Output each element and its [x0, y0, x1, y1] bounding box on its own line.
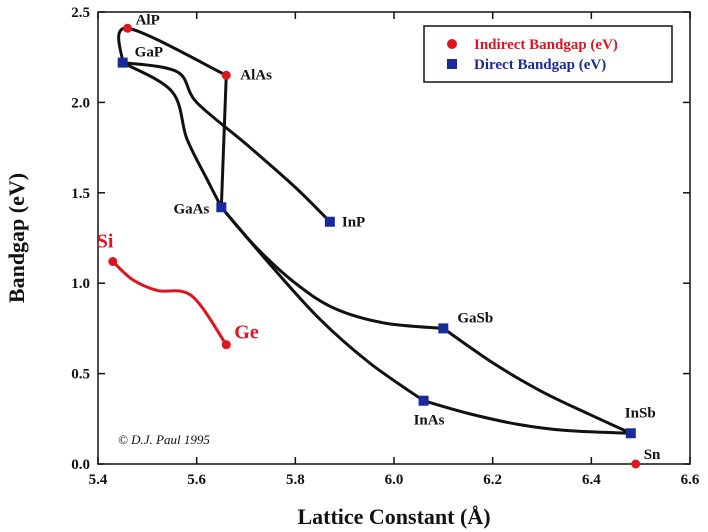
label-ge: Ge [234, 322, 259, 344]
trend-curve-3 [121, 61, 223, 209]
label-sn: Sn [644, 447, 661, 463]
label-inp: InP [342, 215, 365, 231]
point-ge [221, 340, 231, 350]
data-points [108, 23, 641, 469]
x-tick-label: 5.8 [286, 472, 305, 488]
y-tick-label: 1.5 [71, 186, 90, 202]
point-alas [221, 70, 231, 80]
x-tick-label: 6.4 [582, 472, 601, 488]
x-axis-title: Lattice Constant (Å) [297, 504, 490, 529]
legend-direct-label: Direct Bandgap (eV) [474, 57, 606, 73]
point-inp [324, 216, 335, 227]
label-gasb: GaSb [457, 310, 493, 326]
point-alp [123, 23, 133, 33]
point-si [108, 257, 118, 267]
x-tick-label: 5.6 [187, 472, 206, 488]
legend-indirect-label: Indirect Bandgap (eV) [474, 37, 618, 53]
label-alp: AlP [136, 12, 160, 28]
label-gaas: GaAs [173, 201, 209, 217]
point-inas [418, 395, 429, 406]
y-tick-label: 0.0 [71, 457, 90, 473]
legend-direct-marker [447, 59, 457, 69]
label-insb: InSb [625, 405, 656, 421]
credit-text: © D.J. Paul 1995 [118, 432, 210, 447]
y-tick-label: 1.0 [71, 276, 90, 292]
y-tick-label: 2.0 [71, 95, 90, 111]
legend-box [423, 25, 673, 83]
point-sn [631, 459, 641, 469]
legend: Indirect Bandgap (eV) Direct Bandgap (eV… [423, 25, 673, 83]
label-alas: AlAs [240, 67, 272, 83]
point-gap [117, 57, 128, 68]
label-inas: InAs [414, 413, 445, 429]
trend-curve-5 [219, 205, 426, 403]
trend-curve-6 [441, 326, 633, 435]
point-insb [625, 428, 636, 439]
label-si: Si [97, 231, 114, 253]
label-gap: GaP [135, 45, 163, 61]
trend-curve-1 [219, 73, 228, 209]
legend-indirect-marker [447, 39, 457, 49]
y-tick-label: 2.5 [71, 5, 90, 21]
x-tick-label: 6.6 [681, 472, 700, 488]
x-tick-label: 6.2 [483, 472, 502, 488]
trend-curve-8 [111, 260, 228, 347]
point-labels: AlP AlAs Si Ge Sn GaP GaAs InP GaSb InAs InSb [97, 12, 661, 463]
axis-ticks: 5.4 5.6 5.8 6.0 6.2 6.4 6.6 0.0 0.5 1.0 1.5 2.0 2.5 [71, 5, 700, 488]
y-tick-label: 0.5 [71, 367, 90, 383]
trend-curve-7 [422, 399, 633, 435]
x-tick-label: 6.0 [385, 472, 404, 488]
point-gasb [438, 323, 449, 334]
curves-layer [111, 26, 633, 435]
x-tick-label: 5.4 [89, 472, 108, 488]
y-axis-title: Bandgap (eV) [4, 173, 29, 303]
trend-curve-2 [121, 61, 332, 224]
point-gaas [216, 202, 227, 213]
